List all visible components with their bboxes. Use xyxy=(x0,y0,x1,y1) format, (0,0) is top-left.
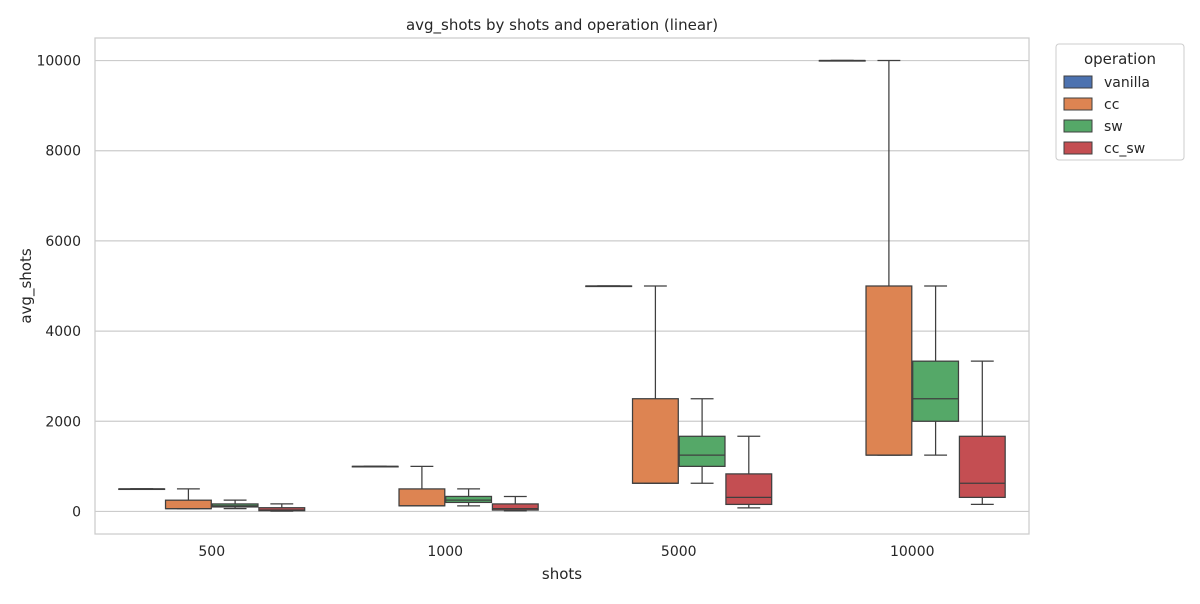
box-iqr xyxy=(958,435,1006,499)
box-sw-10000 xyxy=(912,285,960,456)
box-cc-500 xyxy=(164,488,212,510)
box-iqr xyxy=(631,398,679,484)
legend-title: operation xyxy=(1084,50,1156,68)
y-tick-label: 2000 xyxy=(45,414,81,430)
grid-layer xyxy=(95,59,1029,513)
x-tick-label: 1000 xyxy=(427,544,463,560)
legend-label: cc xyxy=(1104,97,1119,113)
box-sw-500 xyxy=(211,499,259,510)
box-iqr xyxy=(445,495,493,504)
box-layer xyxy=(118,59,1006,512)
x-tick-label: 5000 xyxy=(661,544,697,560)
box-sw-5000 xyxy=(678,398,726,484)
legend-swatch xyxy=(1063,141,1093,155)
box-iqr xyxy=(164,499,212,510)
box-iqr xyxy=(258,507,306,512)
box-vanilla-5000 xyxy=(585,285,633,288)
legend-items: vanilla cc sw cc_sw xyxy=(1063,75,1150,157)
y-tick-label: 8000 xyxy=(45,144,81,160)
legend-label: sw xyxy=(1104,119,1123,135)
legend-swatch xyxy=(1063,97,1093,111)
box-cc_sw-5000 xyxy=(725,435,773,509)
box-vanilla-10000 xyxy=(818,59,866,62)
x-tick-label: 10000 xyxy=(890,544,935,560)
chart-title: avg_shots by shots and operation (linear… xyxy=(406,16,718,35)
legend-label: vanilla xyxy=(1104,75,1150,91)
box-vanilla-1000 xyxy=(351,465,399,468)
legend-swatch xyxy=(1063,75,1093,89)
y-tick-label: 0 xyxy=(72,504,81,520)
y-tick-label: 6000 xyxy=(45,234,81,250)
legend-item-vanilla: vanilla xyxy=(1063,75,1150,91)
legend-swatch xyxy=(1063,119,1093,133)
y-tick-label: 10000 xyxy=(36,54,81,70)
box-iqr xyxy=(865,285,913,456)
box-cc_sw-10000 xyxy=(958,360,1006,506)
plot-frame xyxy=(94,37,1030,535)
legend-label: cc_sw xyxy=(1104,141,1145,157)
legend: operation vanilla cc sw cc_sw xyxy=(1055,43,1185,161)
box-cc-5000 xyxy=(631,285,679,484)
box-cc-1000 xyxy=(398,465,446,507)
box-iqr xyxy=(725,473,773,506)
legend-item-cc_sw: cc_sw xyxy=(1063,141,1145,157)
box-cc_sw-1000 xyxy=(491,495,539,512)
box-iqr xyxy=(491,503,539,511)
legend-item-cc: cc xyxy=(1063,97,1119,113)
box-sw-1000 xyxy=(445,488,493,507)
x-tick-label: 500 xyxy=(198,544,225,560)
box-iqr xyxy=(678,435,726,467)
box-iqr xyxy=(912,360,960,422)
box-iqr xyxy=(398,488,446,507)
x-axis-label: shots xyxy=(542,565,582,583)
y-tick-label: 4000 xyxy=(45,324,81,340)
legend-item-sw: sw xyxy=(1063,119,1123,135)
tick-layer: 0 2000 4000 6000 8000 10000 500 1000 5000 10000 xyxy=(36,54,934,560)
box-cc-10000 xyxy=(865,59,913,456)
box-cc_sw-500 xyxy=(258,503,306,512)
box-vanilla-500 xyxy=(118,488,166,491)
y-axis-label: avg_shots xyxy=(17,248,36,323)
